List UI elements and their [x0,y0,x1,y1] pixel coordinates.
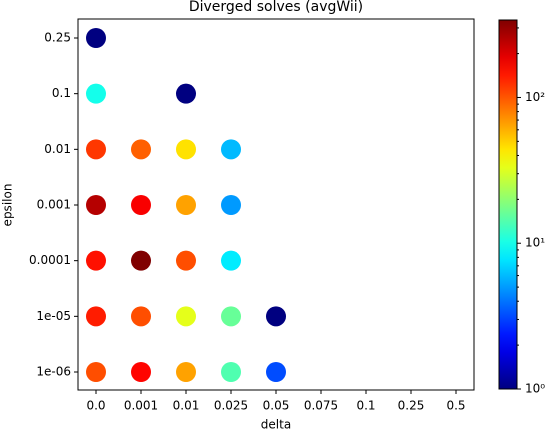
point [266,362,286,382]
x-tick-label: 0.01 [173,399,200,413]
point [131,362,151,382]
y-axis-label: epsilon [1,184,15,227]
point [176,306,196,327]
y-tick-label: 0.1 [52,86,71,100]
x-tick-label: 0.5 [446,399,465,413]
point [221,250,241,271]
point [221,195,241,215]
y-tick-label: 1e-06 [36,365,71,379]
x-tick-label: 0.075 [304,399,338,413]
x-tick-label: 0.025 [214,399,248,413]
point [86,139,106,160]
chart-title: Diverged solves (avgWii) [189,0,363,15]
colorbar-tick-label: 10¹ [525,236,545,250]
point [86,28,106,48]
point [176,250,196,271]
y-tick-label: 0.0001 [29,253,71,267]
x-tick-label: 0.05 [263,399,290,413]
y-tick-label: 0.25 [44,31,71,45]
point [86,83,106,104]
x-axis-label: delta [261,418,291,432]
point [176,83,196,104]
y-tick-label: 1e-05 [36,309,71,323]
point [131,306,151,327]
point [221,362,241,382]
point [176,195,196,215]
point [131,195,151,215]
point [86,250,106,271]
x-tick-label: 0.0 [86,399,105,413]
x-tick-label: 0.25 [398,399,425,413]
colorbar-tick-label: 10² [525,90,545,104]
point [86,306,106,327]
point [221,139,241,160]
colorbar-tick-label: 10⁰ [525,382,545,396]
point [131,250,151,271]
point [176,362,196,382]
x-tick-label: 0.1 [356,399,375,413]
point [86,362,106,382]
point [221,306,241,327]
point [86,195,106,215]
colorbar [498,19,518,390]
point [176,139,196,160]
y-tick-label: 0.001 [37,198,71,212]
y-tick-label: 0.01 [44,142,71,156]
point [131,139,151,160]
x-tick-label: 0.001 [124,399,158,413]
point [266,306,286,327]
